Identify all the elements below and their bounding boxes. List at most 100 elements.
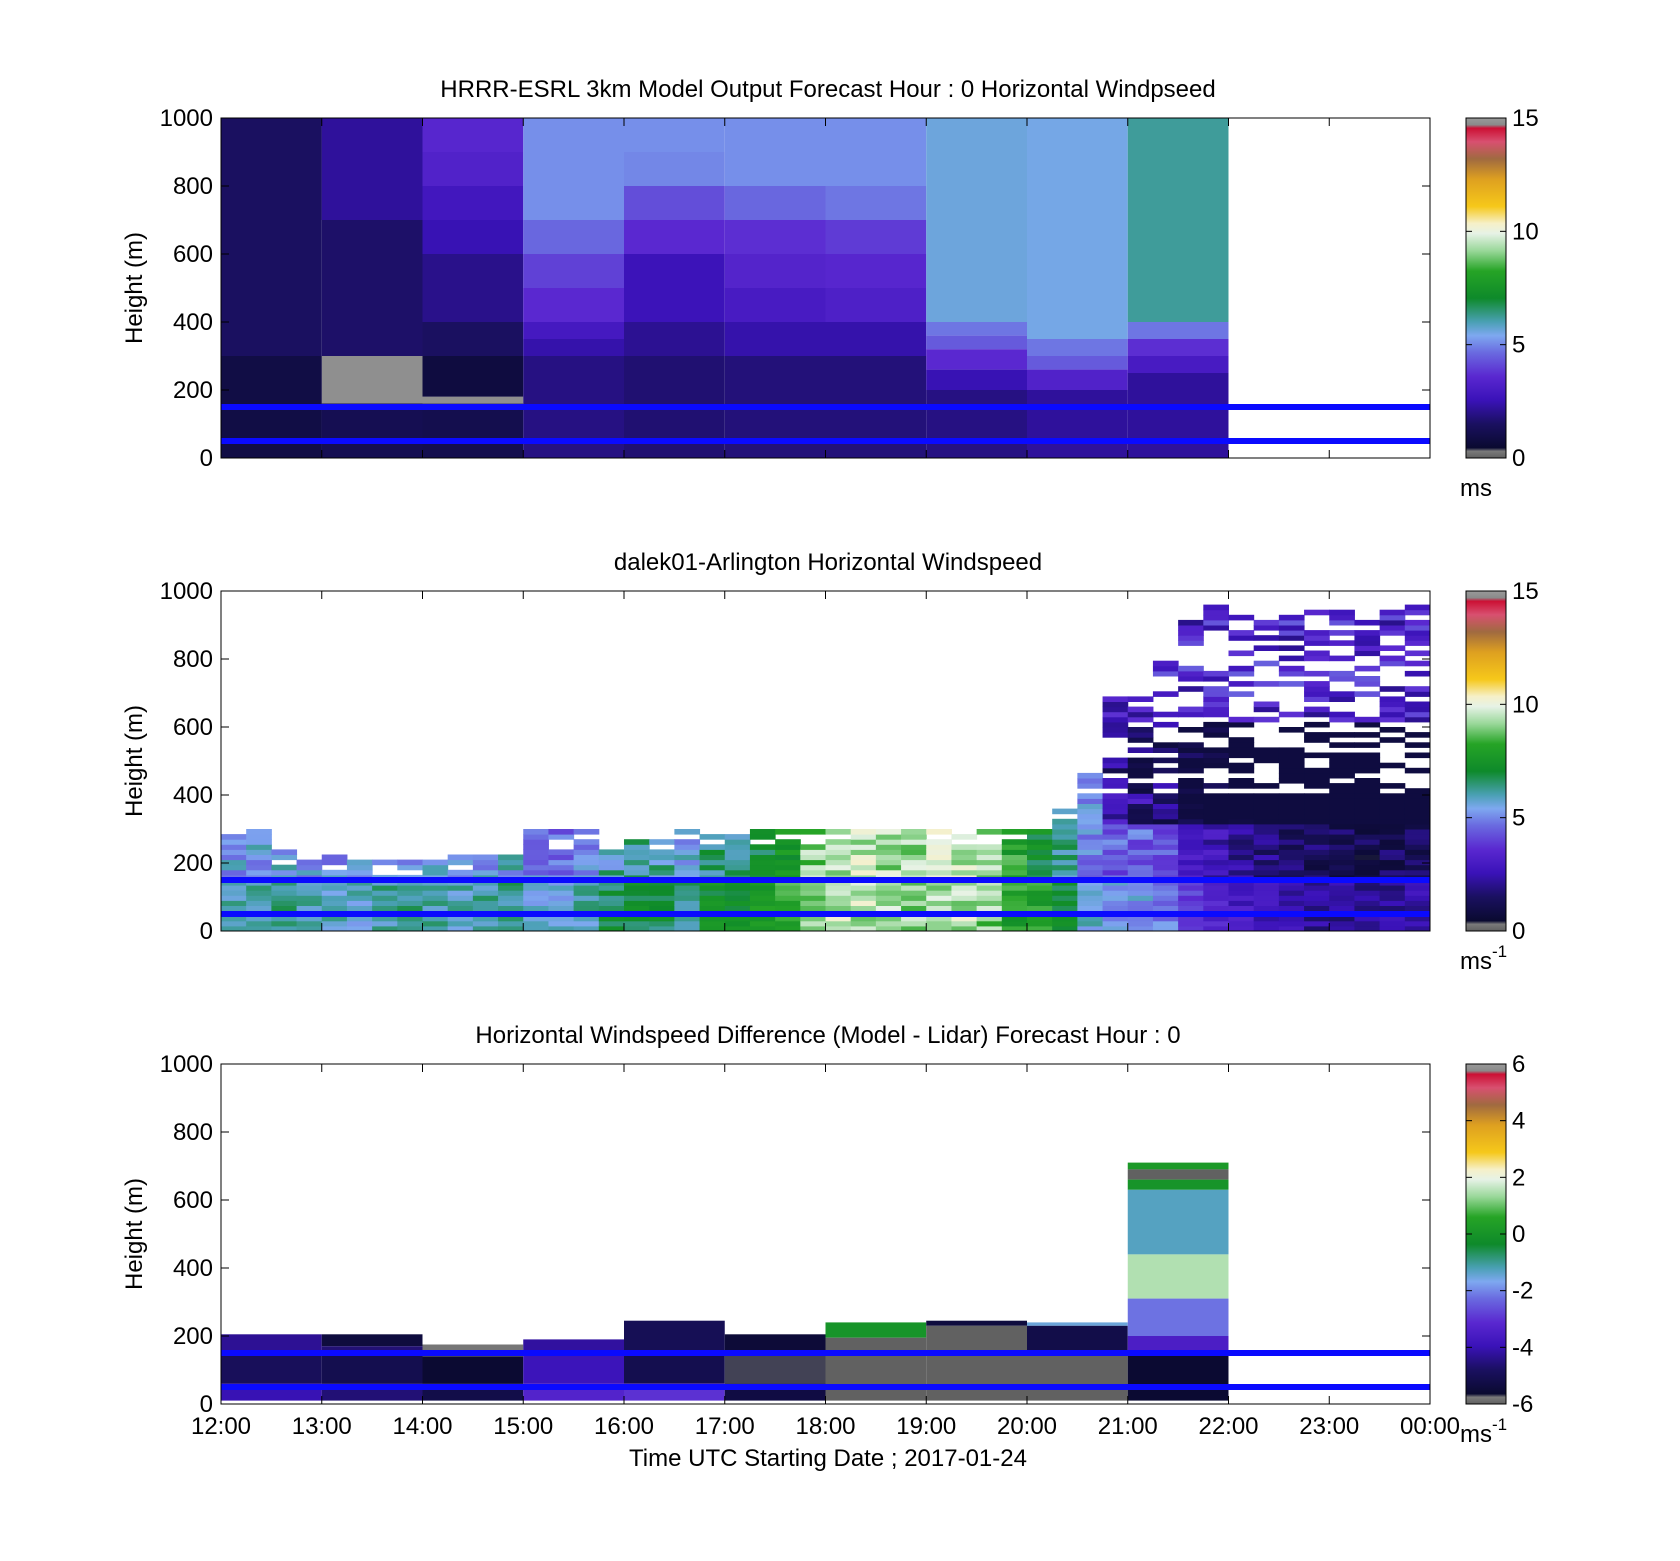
heatmap-cell [321, 859, 348, 866]
heatmap-cell [422, 859, 449, 866]
heatmap-cell [1127, 895, 1154, 901]
heatmap-cell [649, 839, 675, 845]
heatmap-cell [1203, 619, 1229, 626]
heatmap-cell [1304, 752, 1330, 759]
heatmap-cell [1329, 900, 1355, 906]
heatmap-cell [1127, 905, 1154, 912]
heatmap-cell [1329, 793, 1355, 799]
heatmap-cell [1203, 696, 1229, 702]
heatmap-cell [926, 905, 952, 912]
heatmap-cell [1027, 839, 1053, 845]
heatmap-cell [1127, 920, 1154, 927]
heatmap-cell [649, 900, 675, 906]
heatmap-cell [1404, 890, 1431, 896]
heatmap-cell [422, 925, 449, 932]
heatmap-cell [1178, 783, 1204, 789]
panel-title: HRRR-ESRL 3km Model Output Forecast Hour… [440, 76, 1215, 103]
heatmap-cell [1152, 915, 1179, 922]
heatmap-cell [271, 890, 298, 896]
heatmap-cell [221, 900, 247, 906]
heatmap-cell [472, 905, 499, 912]
heatmap-cell [1052, 829, 1078, 835]
y-tick-label: 600 [173, 241, 213, 268]
heatmap-cell [1354, 691, 1381, 697]
heatmap-cell [1102, 696, 1129, 702]
heatmap-cell [1102, 869, 1129, 876]
heatmap-cell [749, 864, 776, 871]
heatmap-cell [1354, 619, 1381, 626]
heatmap-cell [573, 869, 600, 876]
heatmap-cell [1178, 727, 1204, 733]
heatmap-cell [296, 900, 323, 906]
heatmap-cell [1127, 859, 1154, 866]
heatmap-cell [1228, 752, 1255, 759]
heatmap-cell [649, 869, 675, 876]
heatmap-cell [1127, 767, 1154, 774]
heatmap-cell [624, 905, 650, 912]
heatmap-cell [1102, 706, 1129, 713]
heatmap-cell [1404, 701, 1431, 708]
colorbar-unit: ms-1 [1460, 942, 1507, 975]
heatmap-cell [850, 834, 877, 840]
heatmap-cell [1228, 839, 1255, 845]
heatmap-cell [1152, 670, 1179, 677]
heatmap-cell [724, 1334, 826, 1353]
heatmap-cell [1253, 829, 1280, 835]
heatmap-cell [1203, 925, 1229, 932]
heatmap-cell [1127, 900, 1154, 906]
heatmap-cell [1304, 869, 1330, 876]
heatmap-cell [1203, 757, 1229, 764]
heatmap-cell [1329, 619, 1355, 626]
heatmap-cell [1253, 625, 1280, 631]
heatmap-cell [901, 895, 927, 901]
heatmap-cell [1228, 895, 1255, 901]
heatmap-cell [1253, 660, 1280, 667]
heatmap-cell [1304, 890, 1330, 896]
heatmap-cell [1354, 818, 1381, 825]
heatmap-cell [1304, 640, 1330, 646]
heatmap-cell [1152, 757, 1179, 764]
heatmap-cell [573, 890, 600, 896]
heatmap-cell [447, 854, 474, 861]
heatmap-cell [523, 844, 549, 850]
heatmap-cell [246, 839, 272, 845]
heatmap-cell [1052, 890, 1078, 896]
heatmap-cell [397, 915, 423, 922]
heatmap-cell [221, 885, 247, 891]
heatmap-cell [1329, 630, 1355, 636]
heatmap-cell [1228, 742, 1255, 748]
heatmap-cell [699, 925, 726, 932]
heatmap-cell [800, 925, 826, 932]
heatmap-cell [523, 900, 549, 906]
heatmap-cell [951, 834, 978, 840]
heatmap-cell [397, 925, 423, 932]
heatmap-cell [498, 925, 524, 932]
heatmap-cell [1001, 900, 1028, 906]
heatmap-cell [926, 1320, 1027, 1326]
heatmap-cell [1228, 783, 1255, 789]
heatmap-cell [1354, 783, 1381, 789]
heatmap-cell [800, 844, 826, 850]
heatmap-cell [548, 900, 575, 906]
heatmap-cell [1001, 869, 1028, 876]
heatmap-cell [1152, 920, 1179, 927]
y-tick-label: 800 [173, 646, 213, 673]
heatmap-cell [422, 869, 449, 876]
heatmap-cell [1127, 1162, 1229, 1170]
heatmap-cell [850, 839, 877, 845]
heatmap-cell [523, 220, 624, 254]
heatmap-cell [1178, 752, 1204, 759]
heatmap-cell [1152, 783, 1179, 789]
heatmap-cell [1027, 900, 1053, 906]
heatmap-cell [598, 920, 625, 927]
heatmap-cell [1178, 869, 1204, 876]
heatmap-cell [1228, 762, 1255, 769]
heatmap-cell [926, 890, 952, 896]
heatmap-cell [346, 900, 373, 906]
heatmap-cell [825, 1322, 927, 1338]
heatmap-cell [1077, 823, 1104, 830]
heatmap-cell [1203, 721, 1229, 728]
colorbar-gradient [1465, 117, 1507, 459]
heatmap-cell [1329, 920, 1355, 927]
heatmap-cell [1027, 1325, 1128, 1353]
